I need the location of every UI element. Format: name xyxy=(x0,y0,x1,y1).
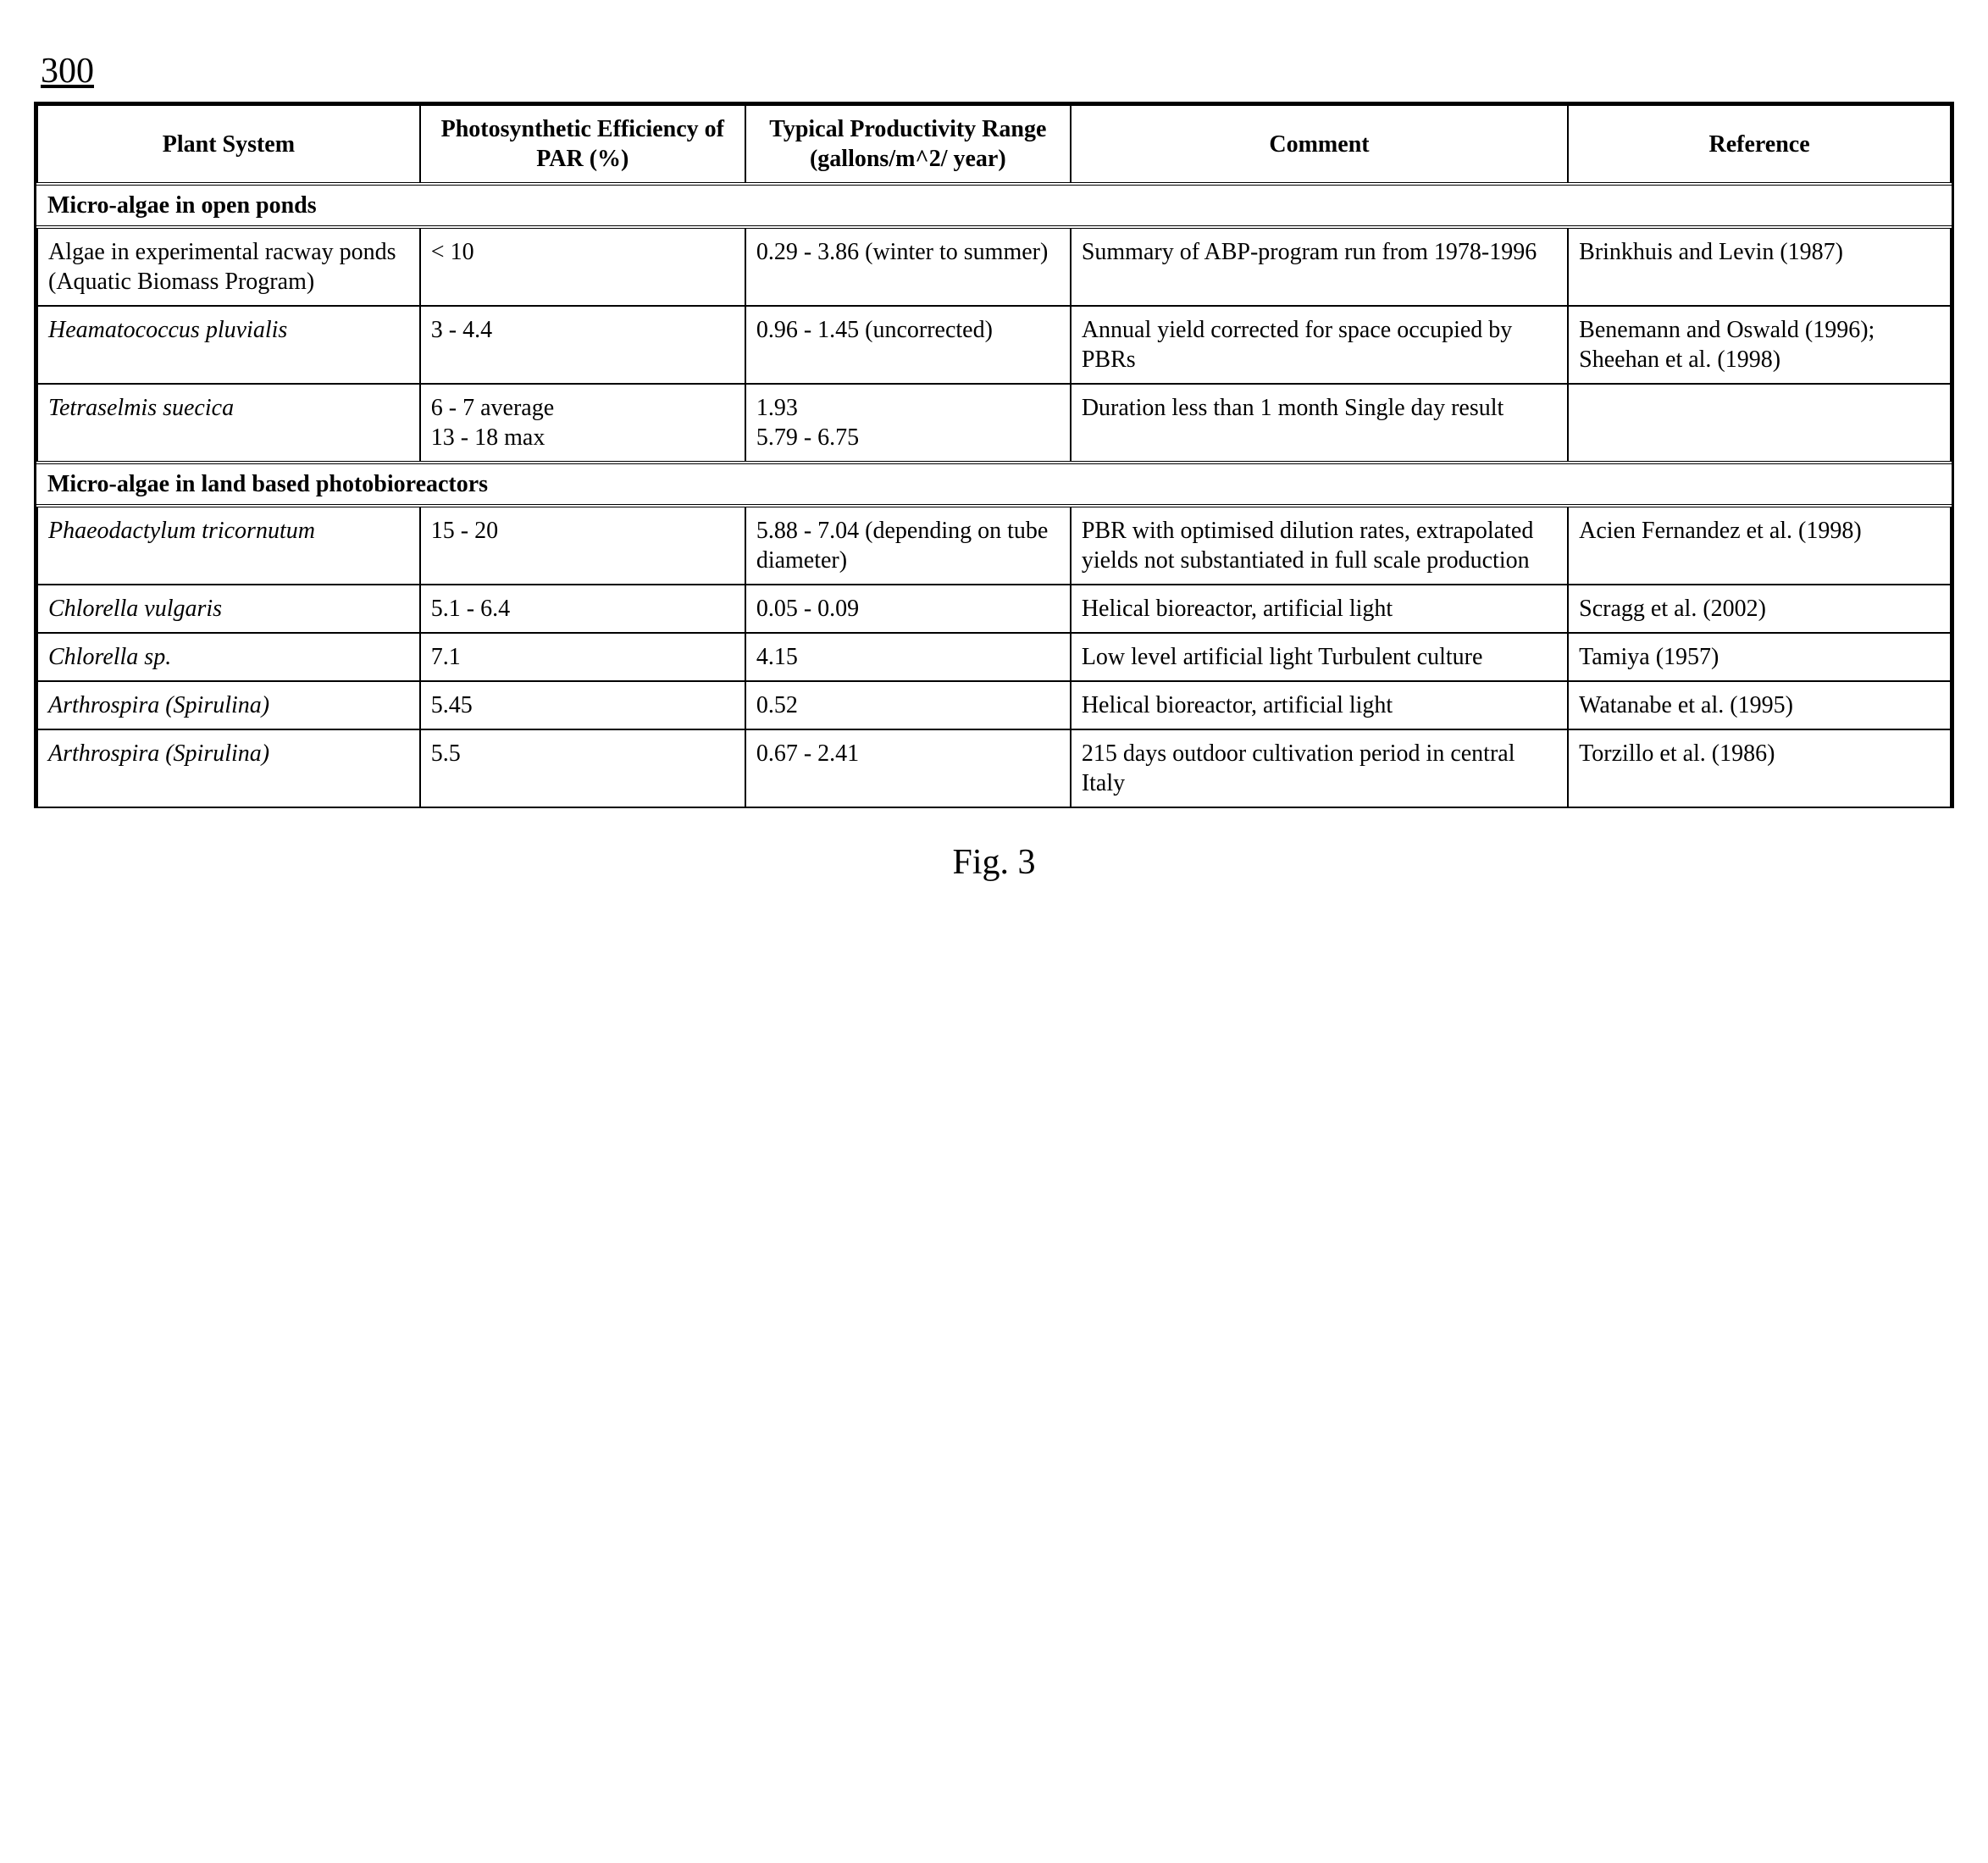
table-row: Algae in experimental racway ponds (Aqua… xyxy=(37,227,1951,306)
cell-productivity: 1.93 5.79 - 6.75 xyxy=(745,384,1071,463)
cell-plant-system: Algae in experimental racway ponds (Aqua… xyxy=(37,227,420,306)
section-title: Micro-algae in open ponds xyxy=(37,184,1951,227)
cell-plant-system: Arthrospira (Spirulina) xyxy=(37,729,420,807)
cell-efficiency: < 10 xyxy=(420,227,745,306)
cell-plant-system: Chlorella vulgaris xyxy=(37,585,420,633)
cell-efficiency: 15 - 20 xyxy=(420,506,745,585)
cell-comment: PBR with optimised dilution rates, extra… xyxy=(1071,506,1568,585)
cell-comment: Annual yield corrected for space occupie… xyxy=(1071,306,1568,384)
cell-productivity: 0.05 - 0.09 xyxy=(745,585,1071,633)
data-table: Plant System Photosynthetic Efficiency o… xyxy=(36,104,1952,808)
cell-efficiency: 5.45 xyxy=(420,681,745,729)
cell-comment: Low level artificial light Turbulent cul… xyxy=(1071,633,1568,681)
table-row: Heamatococcus pluvialis3 - 4.40.96 - 1.4… xyxy=(37,306,1951,384)
cell-reference: Torzillo et al. (1986) xyxy=(1568,729,1951,807)
cell-reference: Watanabe et al. (1995) xyxy=(1568,681,1951,729)
col-efficiency: Photosynthetic Efficiency of PAR (%) xyxy=(420,105,745,184)
cell-productivity: 4.15 xyxy=(745,633,1071,681)
figure-caption: Fig. 3 xyxy=(34,842,1954,883)
table-header-row: Plant System Photosynthetic Efficiency o… xyxy=(37,105,1951,184)
section-title: Micro-algae in land based photobioreacto… xyxy=(37,463,1951,506)
table-row: Chlorella sp.7.14.15Low level artificial… xyxy=(37,633,1951,681)
cell-comment: Helical bioreactor, artificial light xyxy=(1071,681,1568,729)
cell-productivity: 0.96 - 1.45 (uncorrected) xyxy=(745,306,1071,384)
cell-plant-system: Tetraselmis suecica xyxy=(37,384,420,463)
cell-reference: Brinkhuis and Levin (1987) xyxy=(1568,227,1951,306)
cell-reference: Acien Fernandez et al. (1998) xyxy=(1568,506,1951,585)
section-header-row: Micro-algae in land based photobioreacto… xyxy=(37,463,1951,506)
section-header-row: Micro-algae in open ponds xyxy=(37,184,1951,227)
data-table-wrapper: Plant System Photosynthetic Efficiency o… xyxy=(34,102,1954,808)
table-row: Arthrospira (Spirulina)5.450.52Helical b… xyxy=(37,681,1951,729)
cell-efficiency: 6 - 7 average 13 - 18 max xyxy=(420,384,745,463)
cell-reference: Benemann and Oswald (1996); Sheehan et a… xyxy=(1568,306,1951,384)
cell-efficiency: 5.1 - 6.4 xyxy=(420,585,745,633)
cell-efficiency: 7.1 xyxy=(420,633,745,681)
cell-productivity: 0.67 - 2.41 xyxy=(745,729,1071,807)
table-row: Chlorella vulgaris5.1 - 6.40.05 - 0.09He… xyxy=(37,585,1951,633)
cell-plant-system: Arthrospira (Spirulina) xyxy=(37,681,420,729)
cell-reference xyxy=(1568,384,1951,463)
cell-productivity: 0.29 - 3.86 (winter to summer) xyxy=(745,227,1071,306)
cell-plant-system: Heamatococcus pluvialis xyxy=(37,306,420,384)
cell-comment: 215 days outdoor cultivation period in c… xyxy=(1071,729,1568,807)
cell-reference: Tamiya (1957) xyxy=(1568,633,1951,681)
cell-efficiency: 5.5 xyxy=(420,729,745,807)
col-comment: Comment xyxy=(1071,105,1568,184)
cell-productivity: 5.88 - 7.04 (depending on tube diameter) xyxy=(745,506,1071,585)
cell-reference: Scragg et al. (2002) xyxy=(1568,585,1951,633)
cell-comment: Duration less than 1 month Single day re… xyxy=(1071,384,1568,463)
table-row: Arthrospira (Spirulina)5.50.67 - 2.41215… xyxy=(37,729,1951,807)
table-row: Tetraselmis suecica6 - 7 average 13 - 18… xyxy=(37,384,1951,463)
cell-efficiency: 3 - 4.4 xyxy=(420,306,745,384)
col-plant-system: Plant System xyxy=(37,105,420,184)
col-reference: Reference xyxy=(1568,105,1951,184)
table-row: Phaeodactylum tricornutum15 - 205.88 - 7… xyxy=(37,506,1951,585)
figure-number: 300 xyxy=(41,51,1954,91)
cell-plant-system: Phaeodactylum tricornutum xyxy=(37,506,420,585)
cell-comment: Helical bioreactor, artificial light xyxy=(1071,585,1568,633)
cell-productivity: 0.52 xyxy=(745,681,1071,729)
cell-plant-system: Chlorella sp. xyxy=(37,633,420,681)
col-productivity: Typical Productivity Range (gallons/m^2/… xyxy=(745,105,1071,184)
cell-comment: Summary of ABP-program run from 1978-199… xyxy=(1071,227,1568,306)
